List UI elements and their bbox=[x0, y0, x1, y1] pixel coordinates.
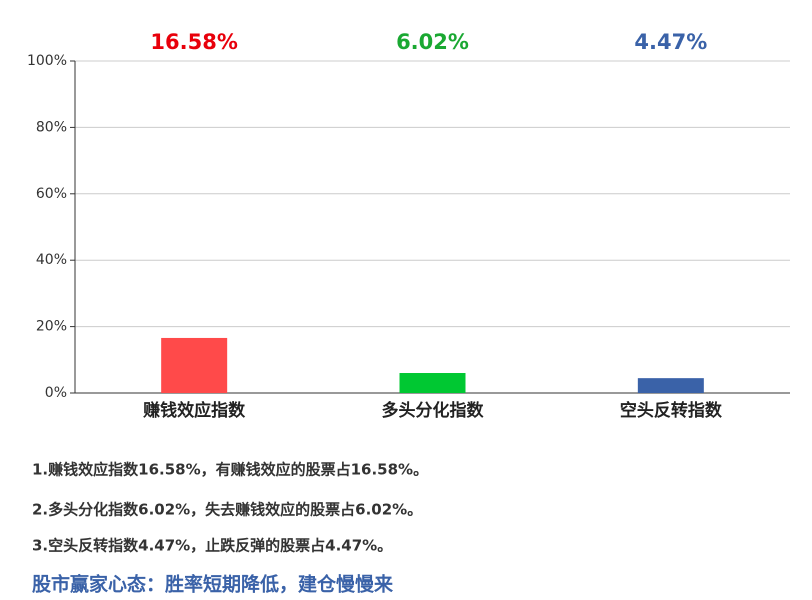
y-tick-label: 0% bbox=[45, 385, 67, 401]
y-tick-label: 80% bbox=[36, 119, 67, 135]
value-label: 16.58% bbox=[150, 30, 237, 54]
value-label: 4.47% bbox=[634, 30, 707, 54]
x-tick-label: 空头反转指数 bbox=[620, 400, 723, 421]
y-tick-label: 20% bbox=[36, 319, 67, 335]
x-tick-label: 多头分化指数 bbox=[382, 400, 485, 421]
y-tick-label: 40% bbox=[36, 252, 67, 268]
note: 3.空头反转指数4.47%，止跌反弹的股票占4.47%。 bbox=[32, 537, 392, 555]
note: 1.赚钱效应指数16.58%，有赚钱效应的股票占16.58%。 bbox=[32, 461, 428, 479]
x-tick-label: 赚钱效应指数 bbox=[142, 400, 246, 421]
conclusion: 股市赢家心态：胜率短期降低，建仓慢慢来 bbox=[32, 573, 393, 596]
bar bbox=[637, 378, 704, 393]
value-label: 6.02% bbox=[396, 30, 469, 54]
note: 2.多头分化指数6.02%，失去赚钱效应的股票占6.02%。 bbox=[32, 501, 422, 519]
y-tick-label: 100% bbox=[27, 53, 67, 69]
bar bbox=[399, 373, 466, 393]
bar bbox=[161, 337, 228, 393]
y-tick-label: 60% bbox=[36, 186, 67, 202]
